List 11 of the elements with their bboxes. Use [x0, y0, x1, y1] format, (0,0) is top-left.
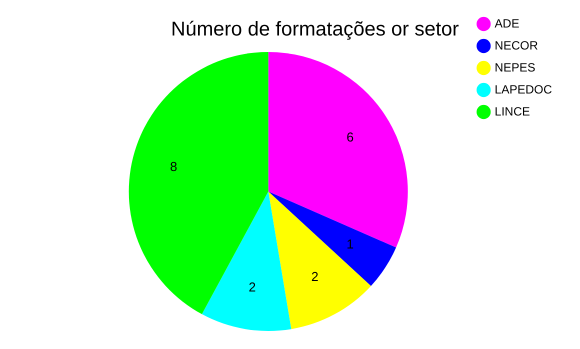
legend-label: LINCE [494, 104, 530, 118]
legend-label: LAPEDOC [494, 82, 552, 96]
data-label: 2 [248, 279, 256, 294]
legend-label: NECOR [494, 38, 538, 52]
data-label: 6 [346, 130, 354, 145]
legend-label: ADE [494, 16, 520, 30]
data-label: 2 [311, 268, 318, 284]
chart-title: Número de formatações or setor [171, 18, 460, 41]
legend-label: NEPES [494, 60, 536, 74]
data-label: 8 [170, 159, 178, 174]
data-label: 1 [346, 236, 354, 252]
